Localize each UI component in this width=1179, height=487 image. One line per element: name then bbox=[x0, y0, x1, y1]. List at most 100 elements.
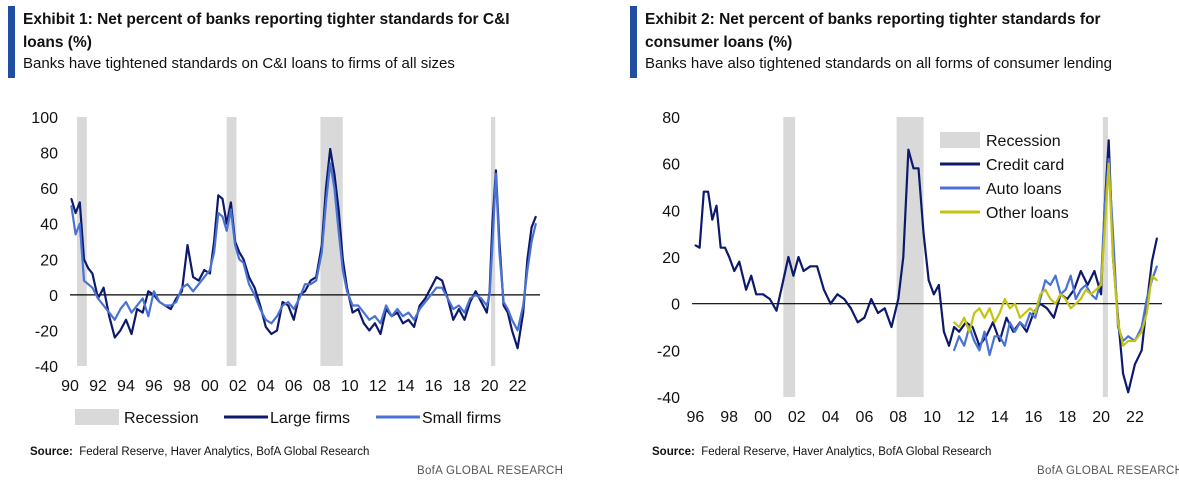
c1-x-tick-label: 00 bbox=[201, 378, 219, 395]
c1-x-tick-label: 16 bbox=[425, 378, 443, 395]
c1-x-tick-label: 18 bbox=[453, 378, 471, 395]
c1-point-small-firms bbox=[325, 201, 327, 204]
c1-y-tick-label: 40 bbox=[40, 217, 58, 234]
c2-point-credit-card bbox=[762, 293, 764, 296]
c1-x-tick-label: 04 bbox=[257, 378, 275, 395]
c2-point-credit-card bbox=[1134, 363, 1136, 366]
c1-y-tick-label: 0 bbox=[49, 288, 58, 305]
c1-point-large-firms bbox=[229, 201, 232, 204]
c2-point-credit-card bbox=[1122, 372, 1125, 375]
c2-x-tick-label: 20 bbox=[1092, 409, 1110, 426]
c2-point-credit-card bbox=[775, 309, 778, 312]
c2-point-credit-card bbox=[836, 293, 839, 296]
c2-point-credit-card bbox=[1025, 330, 1028, 333]
c2-series-credit-card-line bbox=[694, 139, 1158, 394]
c1-x-tick-label: 94 bbox=[117, 378, 135, 395]
c2-point-auto-loans bbox=[1127, 335, 1130, 338]
c2-y-tick-label: 0 bbox=[671, 297, 680, 314]
exhibit-2-source: Source: Federal Reserve, Haver Analytics… bbox=[652, 446, 991, 458]
c1-point-small-firms bbox=[485, 304, 488, 307]
c2-point-other-loans bbox=[993, 321, 996, 324]
c1-point-small-firms bbox=[441, 286, 443, 289]
c2-point-auto-loans bbox=[1095, 298, 1097, 300]
c1-y-tick-label: 60 bbox=[40, 181, 58, 198]
c2-point-other-loans bbox=[1090, 293, 1092, 296]
c1-point-small-firms bbox=[368, 318, 371, 321]
c1-point-large-firms bbox=[435, 276, 438, 278]
c2-point-auto-loans bbox=[978, 349, 981, 352]
c2-point-credit-card bbox=[782, 279, 785, 282]
c2-point-credit-card bbox=[768, 298, 771, 300]
c2-point-auto-loans bbox=[1107, 158, 1110, 160]
c1-point-small-firms bbox=[248, 283, 250, 286]
c1-point-large-firms bbox=[452, 318, 455, 321]
c1-point-small-firms bbox=[74, 233, 77, 236]
c1-point-small-firms bbox=[469, 297, 471, 300]
c1-point-small-firms bbox=[253, 293, 256, 296]
c1-point-small-firms bbox=[374, 315, 376, 318]
c2-point-credit-card bbox=[843, 298, 846, 300]
c2-point-auto-loans bbox=[1079, 288, 1082, 291]
c1-point-large-firms bbox=[534, 215, 537, 218]
c2-x-tick-label: 98 bbox=[720, 409, 738, 426]
c2-point-credit-card bbox=[877, 312, 879, 314]
c1-x-tick-label: 20 bbox=[481, 378, 499, 395]
c1-point-small-firms bbox=[78, 222, 81, 225]
c2-point-credit-card bbox=[1079, 270, 1082, 272]
c1-point-small-firms bbox=[530, 240, 533, 243]
c2-recession-bar-3 bbox=[1102, 117, 1108, 397]
c2-x-tick-label: 04 bbox=[822, 409, 840, 426]
c1-point-large-firms bbox=[221, 197, 224, 200]
c1-point-small-firms bbox=[498, 251, 501, 254]
c2-point-credit-card bbox=[694, 244, 697, 247]
c1-point-small-firms bbox=[91, 286, 94, 289]
c1-point-small-firms bbox=[351, 304, 354, 307]
c1-point-large-firms bbox=[186, 244, 189, 246]
c2-point-auto-loans bbox=[1024, 326, 1026, 328]
c1-point-large-firms bbox=[530, 226, 533, 229]
c1-point-small-firms bbox=[315, 279, 318, 282]
c1-point-small-firms bbox=[474, 293, 477, 296]
c2-point-credit-card bbox=[1156, 237, 1158, 240]
c1-point-large-firms bbox=[91, 272, 94, 275]
c1-point-small-firms bbox=[83, 279, 85, 282]
c1-x-tick-label: 98 bbox=[173, 378, 191, 395]
c1-point-large-firms bbox=[78, 201, 81, 204]
c2-point-other-loans bbox=[953, 321, 955, 324]
c2-y-tick-label: 20 bbox=[662, 250, 680, 267]
c1-x-tick-label: 96 bbox=[145, 378, 163, 395]
c2-point-other-loans bbox=[983, 316, 986, 319]
c2-y-tick-label: -20 bbox=[657, 343, 680, 360]
c1-legend-recession-label: Recession bbox=[124, 410, 199, 427]
c2-x-tick-label: 16 bbox=[1025, 409, 1043, 426]
c1-point-small-firms bbox=[429, 293, 432, 296]
c2-point-credit-card bbox=[809, 265, 812, 268]
c1-point-large-firms bbox=[402, 322, 404, 325]
c2-point-credit-card bbox=[870, 298, 873, 300]
c2-point-credit-card bbox=[943, 330, 945, 333]
c2-point-credit-card bbox=[1100, 293, 1103, 296]
c1-point-small-firms bbox=[113, 318, 116, 321]
c2-legend-other-loans-label: Other loans bbox=[986, 205, 1069, 222]
c1-point-small-firms bbox=[446, 297, 449, 300]
c1-point-large-firms bbox=[70, 197, 73, 200]
c1-point-large-firms bbox=[108, 315, 111, 318]
c1-point-small-firms bbox=[186, 283, 189, 286]
c2-point-credit-card bbox=[733, 270, 736, 272]
c2-point-credit-card bbox=[937, 284, 940, 286]
c1-point-small-firms bbox=[221, 215, 224, 218]
c1-point-large-firms bbox=[125, 318, 127, 321]
c2-point-credit-card bbox=[738, 260, 741, 263]
c1-point-small-firms bbox=[158, 301, 161, 303]
c1-point-small-firms bbox=[87, 283, 90, 286]
c1-point-small-firms bbox=[390, 315, 393, 318]
c1-y-tick-label: -20 bbox=[35, 323, 58, 340]
c1-y-tick-label: 20 bbox=[40, 252, 58, 269]
c2-point-credit-card bbox=[890, 326, 893, 328]
c1-point-small-firms bbox=[346, 290, 348, 293]
c2-point-credit-card bbox=[907, 148, 910, 151]
c2-point-credit-card bbox=[802, 270, 805, 272]
c2-point-auto-loans bbox=[1019, 321, 1021, 324]
c2-point-auto-loans bbox=[953, 349, 955, 352]
c2-point-credit-card bbox=[958, 330, 961, 333]
